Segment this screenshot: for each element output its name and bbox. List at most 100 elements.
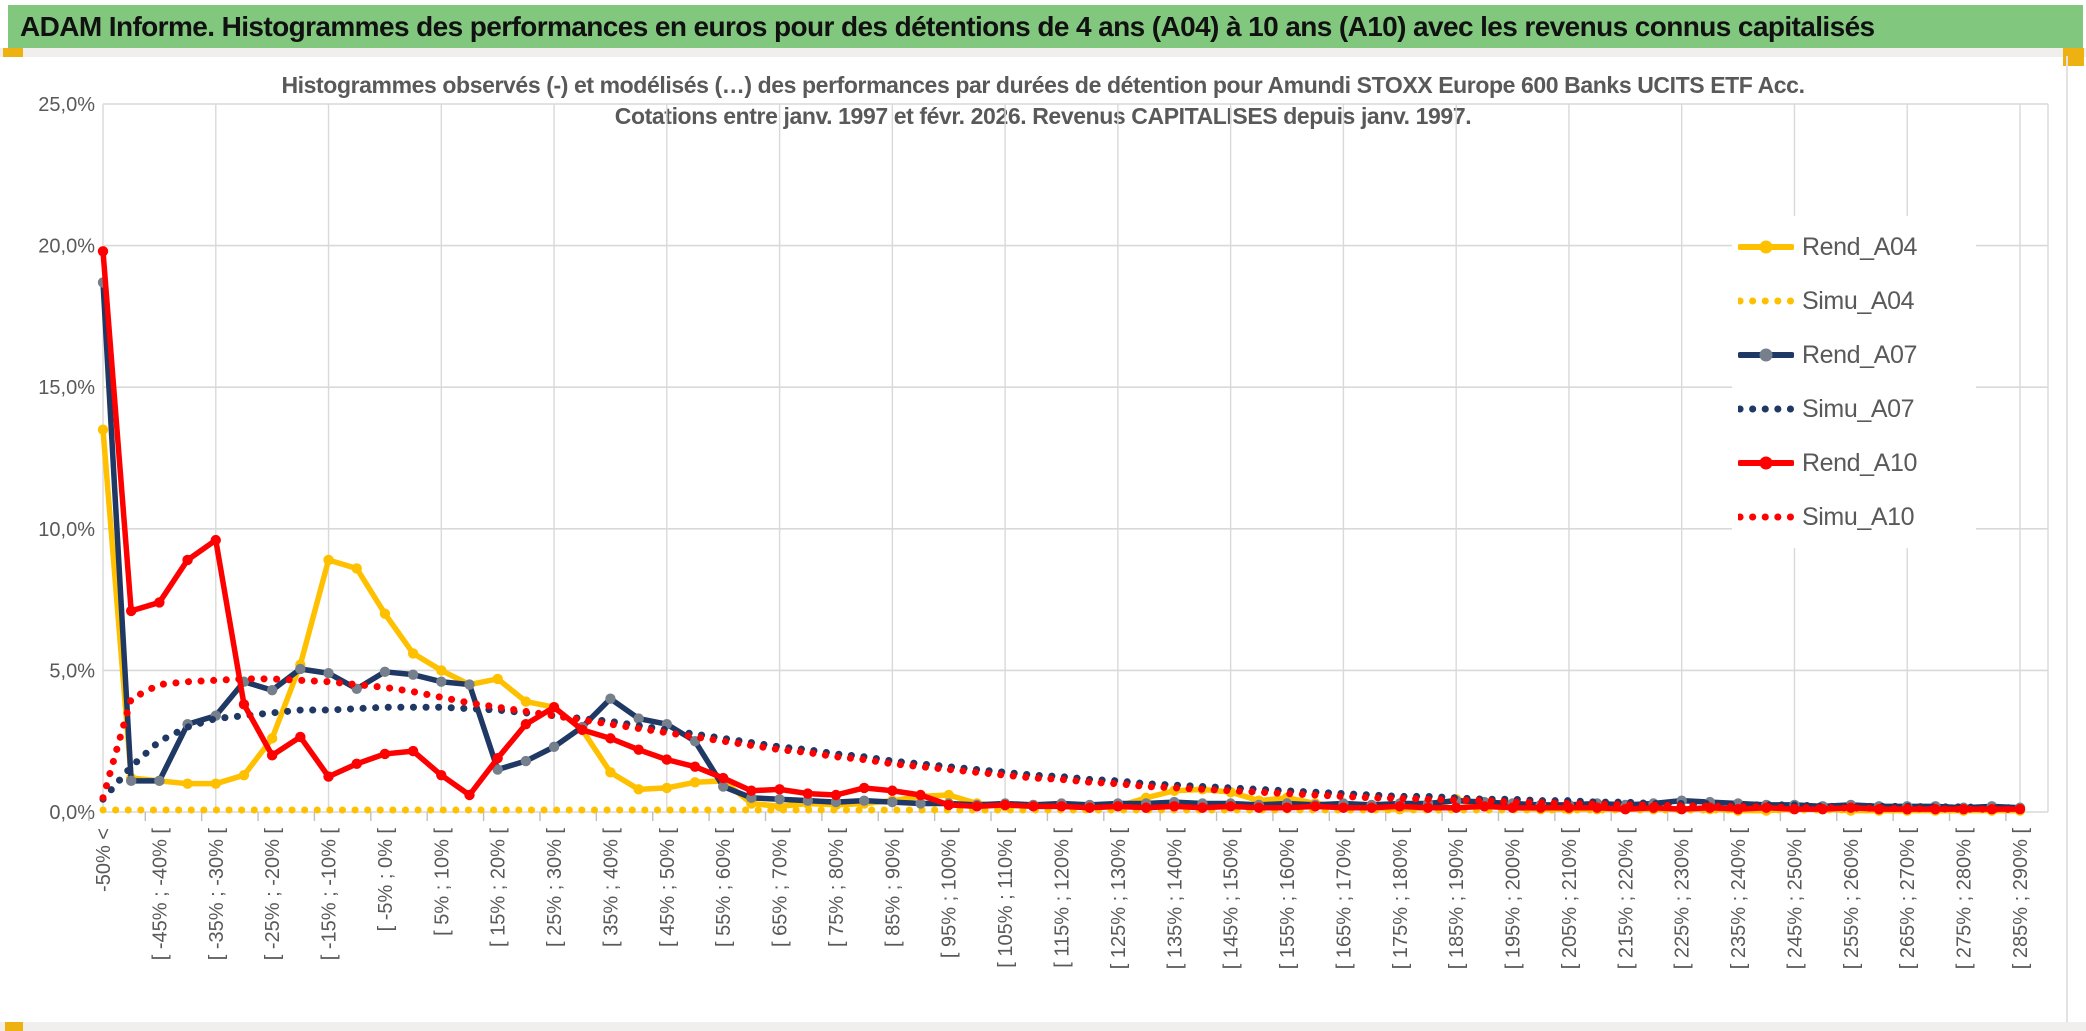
data-point — [605, 767, 616, 778]
data-point — [520, 719, 532, 730]
data-point — [1479, 801, 1490, 812]
data-point — [154, 597, 165, 608]
data-point — [1338, 802, 1349, 813]
y-axis-label: 20,0% — [38, 236, 95, 258]
data-point — [1225, 801, 1236, 812]
data-point — [154, 775, 165, 787]
x-axis-label: [ 225% ; 230% [ — [1672, 828, 1694, 970]
legend-dotted-sample — [1738, 513, 1794, 521]
x-axis-label: [ 235% ; 240% [ — [1728, 828, 1750, 970]
legend-item-Simu_A07[interactable]: Simu_A07 — [1738, 382, 1976, 436]
data-point — [887, 796, 898, 808]
data-point — [1310, 801, 1321, 812]
data-point — [379, 748, 391, 760]
x-axis-label: [ 25% ; 30% [ — [544, 828, 566, 947]
y-axis-label: 5,0% — [49, 660, 95, 682]
data-point — [661, 754, 673, 765]
x-axis-label: [ 265% ; 270% [ — [1897, 828, 1919, 970]
data-point — [605, 733, 616, 744]
data-point — [125, 605, 137, 617]
data-point — [436, 676, 447, 687]
x-axis-label: [ 205% ; 210% [ — [1559, 828, 1581, 970]
gold-accent-bottom-left — [5, 1022, 23, 1031]
header-bar: ADAM Informe. Histogrammes des performan… — [8, 5, 2083, 48]
legend-item-Rend_A04[interactable]: Rend_A04 — [1738, 220, 1976, 274]
data-point — [802, 788, 813, 799]
x-axis-label: [ 75% ; 80% [ — [826, 828, 848, 947]
performance-histogram-chart: 25,0% 20,0% 15,0% 10,0% 5,0% 0,0% -50% < [ -45%… — [38, 94, 2049, 970]
data-point — [718, 781, 729, 792]
data-point — [125, 775, 137, 787]
legend-item-Rend_A07[interactable]: Rend_A07 — [1738, 328, 1976, 382]
legend-label: Simu_A04 — [1802, 286, 1915, 315]
data-point — [492, 673, 503, 685]
data-point — [915, 798, 926, 809]
legend-label: Rend_A07 — [1802, 340, 1917, 369]
x-axis-label: [ 165% ; 170% [ — [1333, 828, 1355, 970]
legend-line-sample — [1738, 348, 1794, 362]
data-point — [943, 799, 954, 811]
data-point — [436, 665, 447, 676]
data-point — [774, 784, 785, 795]
legend-line-sample — [1738, 240, 1794, 254]
y-axis-label: 0,0% — [49, 802, 95, 824]
data-point — [830, 789, 842, 801]
series-Simu_A10 — [99, 675, 2024, 813]
data-point — [2014, 803, 2026, 815]
data-point — [999, 799, 1011, 811]
data-point — [238, 769, 250, 781]
data-point — [407, 648, 419, 659]
data-point — [295, 731, 306, 743]
chart-title-line1: Histogrammes observés (-) et modélisés (… — [281, 72, 1805, 98]
x-axis-label: [ -15% ; -10% [ — [319, 828, 341, 961]
data-point — [1028, 801, 1039, 812]
data-point — [1845, 802, 1857, 813]
legend-item-Simu_A04[interactable]: Simu_A04 — [1738, 274, 1976, 328]
data-point — [492, 752, 503, 764]
bottom-divider-strip — [0, 1022, 2086, 1031]
x-axis-label: [ 145% ; 150% [ — [1221, 828, 1243, 970]
data-point — [1253, 802, 1265, 813]
x-axis-label: [ 125% ; 130% [ — [1108, 828, 1130, 970]
data-point — [633, 744, 644, 755]
y-axis-label: 10,0% — [38, 519, 95, 541]
data-point — [858, 782, 870, 794]
legend-line-sample — [1738, 456, 1794, 470]
data-point — [323, 668, 334, 679]
y-axis-label: 25,0% — [38, 94, 95, 116]
data-point — [1197, 802, 1208, 813]
data-point — [1450, 802, 1462, 813]
data-point — [182, 554, 193, 566]
data-point — [97, 424, 109, 435]
data-point — [407, 745, 419, 757]
x-axis-label: [ 185% ; 190% [ — [1446, 828, 1468, 970]
data-point — [210, 534, 221, 546]
x-axis-label: [ 135% ; 140% [ — [1164, 828, 1186, 970]
x-axis-label: [ -5% ; 0% [ — [375, 828, 397, 932]
data-point — [1366, 802, 1377, 813]
data-point — [858, 795, 870, 806]
x-axis-label: [ 65% ; 70% [ — [770, 828, 792, 947]
data-point — [323, 554, 334, 566]
x-axis-label: -50% < — [93, 828, 115, 892]
x-axis-label: [ 285% ; 290% [ — [2010, 828, 2032, 970]
x-axis-label: [ 115% ; 120% [ — [1052, 828, 1074, 968]
data-point — [266, 750, 278, 761]
chart-title-line2: Cotations entre janv. 1997 et févr. 2026… — [614, 103, 1472, 129]
top-divider-strip — [0, 48, 2086, 57]
data-point — [633, 784, 644, 795]
legend-item-Simu_A10[interactable]: Simu_A10 — [1738, 490, 1976, 544]
data-point — [210, 778, 221, 789]
data-point — [1394, 801, 1405, 812]
chart-legend: Rend_A04 Simu_A04 Rend_A07 Simu_A07 Rend_A10… — [1732, 216, 1976, 548]
x-axis-labels: -50% < [ -45% ; -40% [[ -35% ; -30% [[ -2… — [93, 828, 2032, 970]
x-axis-label: [ 15% ; 20% [ — [488, 828, 510, 947]
data-point — [351, 758, 362, 770]
x-axis-label: [ 195% ; 200% [ — [1503, 828, 1525, 970]
legend-label: Rend_A04 — [1802, 232, 1917, 261]
data-point — [266, 685, 278, 696]
data-point — [492, 764, 503, 775]
data-point — [718, 772, 729, 784]
legend-item-Rend_A10[interactable]: Rend_A10 — [1738, 436, 1976, 490]
data-point — [1422, 802, 1434, 813]
